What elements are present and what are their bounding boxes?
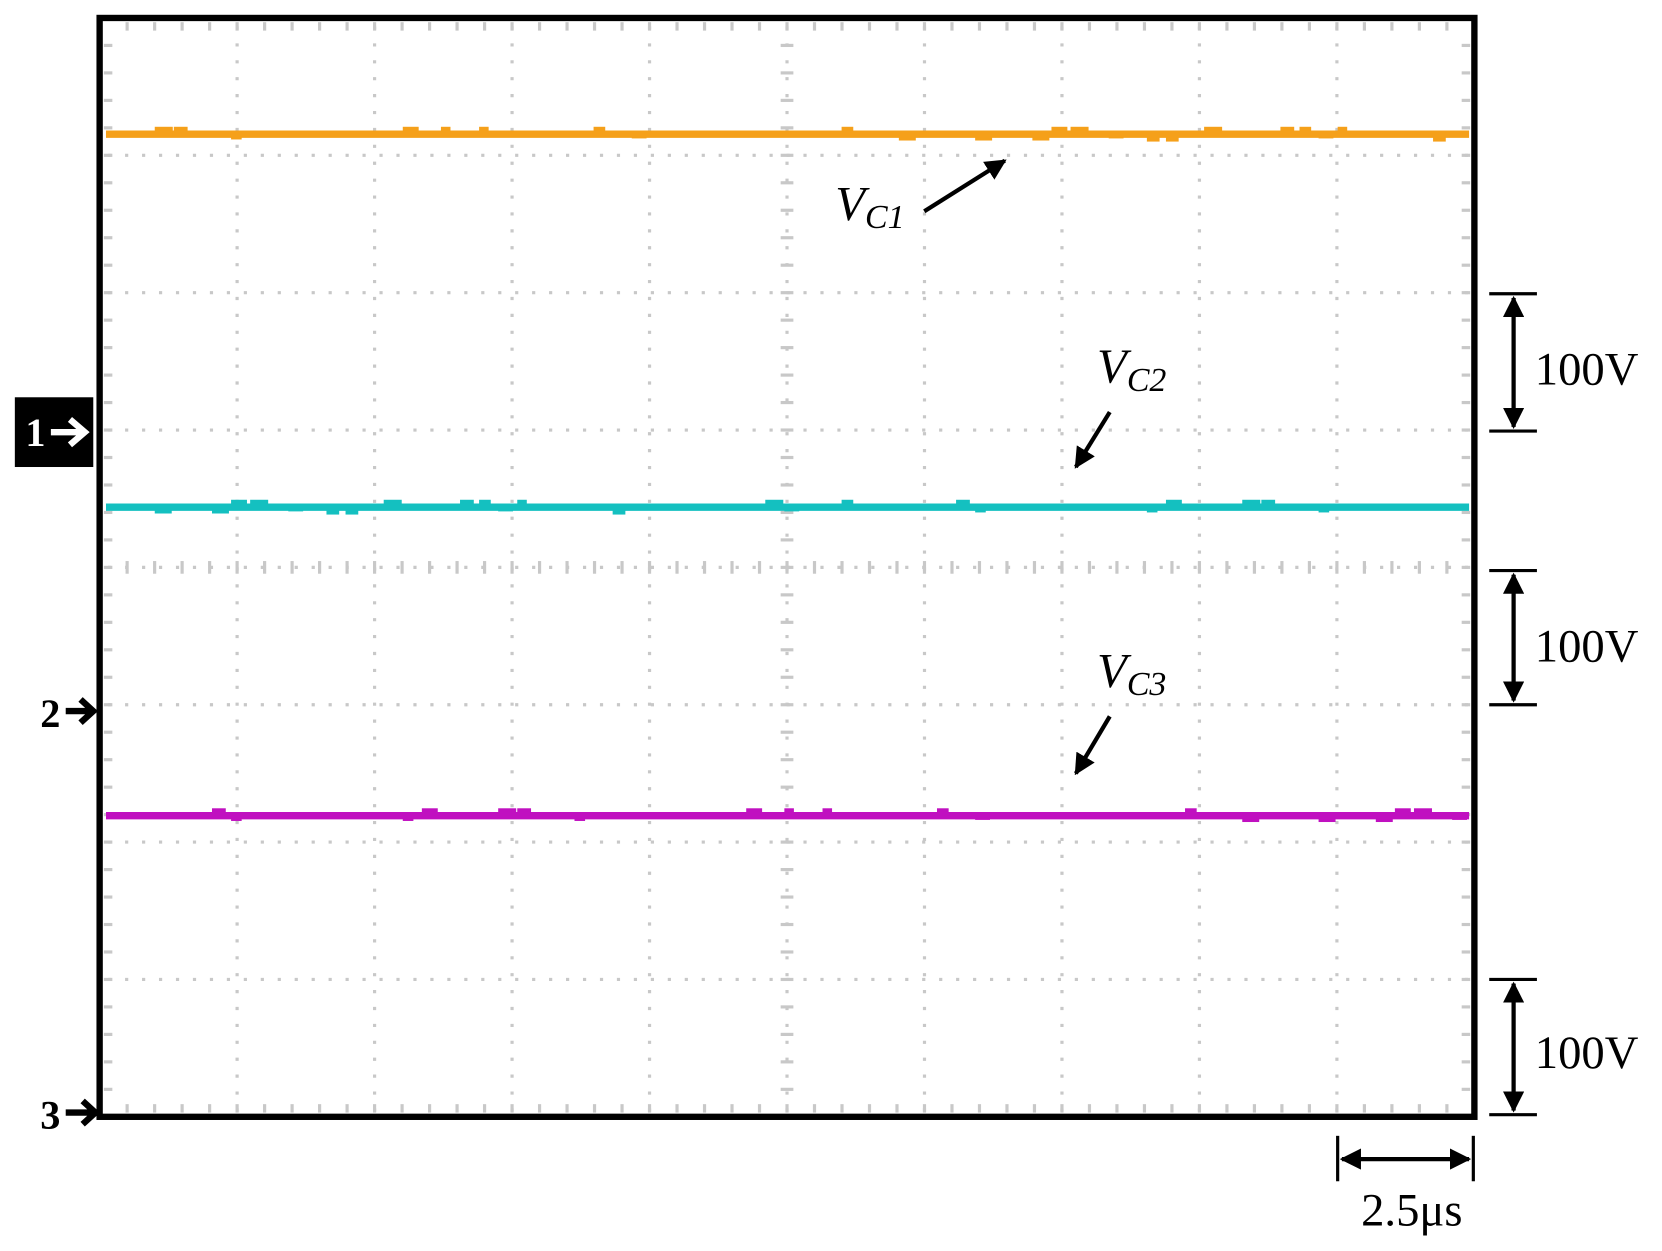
trace-noise xyxy=(479,126,489,134)
channel-marker: 1 xyxy=(25,410,45,455)
trace-noise xyxy=(1185,808,1197,817)
channel-arrow xyxy=(65,1098,101,1127)
trace-noise xyxy=(173,126,188,133)
trace-noise xyxy=(307,505,316,511)
trace-noise xyxy=(1337,126,1348,134)
grid xyxy=(103,22,1471,1113)
trace-noise xyxy=(1452,813,1467,820)
trace-noise xyxy=(498,505,514,512)
trace-noise xyxy=(1375,813,1393,823)
trace-noise xyxy=(593,126,606,136)
trace-noise xyxy=(421,808,438,816)
trace-noise xyxy=(479,499,491,509)
time-scale-label: 2.5μs xyxy=(1361,1186,1462,1237)
trace-noise xyxy=(1318,132,1334,139)
trace-noise xyxy=(841,499,854,509)
trace-noise xyxy=(154,126,173,137)
trace-noise xyxy=(1261,499,1276,506)
trace-noise xyxy=(803,132,812,138)
trace-noise xyxy=(1146,813,1156,819)
scale-label: 100V xyxy=(1535,621,1639,672)
trace-noise xyxy=(1299,126,1312,136)
trace-noise xyxy=(211,505,229,514)
scale-label: 100V xyxy=(1535,1028,1639,1079)
trace-noise xyxy=(1280,126,1295,133)
trace-noise xyxy=(1318,813,1336,823)
vertical-scales: 100V 100V 100V xyxy=(1489,292,1639,1117)
trace-noise xyxy=(1433,132,1446,142)
trace-noise xyxy=(154,505,172,514)
channel-arrow xyxy=(50,417,90,448)
trace-label: VC2 xyxy=(1097,340,1166,399)
screen-frame xyxy=(96,14,1478,1120)
scale-label: 100V xyxy=(1535,345,1639,396)
trace-noise xyxy=(1394,808,1411,816)
trace-noise xyxy=(250,499,269,510)
trace-noise xyxy=(746,808,763,816)
trace-noise xyxy=(1318,505,1330,513)
trace-noise xyxy=(1165,499,1182,508)
trace-noise xyxy=(841,126,854,136)
pointer-arrow xyxy=(1074,410,1112,469)
channel-marker: 2 xyxy=(40,691,60,736)
trace-noise xyxy=(975,505,986,513)
trace-noise xyxy=(498,808,517,818)
trace-noise xyxy=(383,499,402,510)
trace-noise xyxy=(402,813,414,821)
trace-noise xyxy=(517,499,527,507)
trace-noise xyxy=(460,499,474,506)
trace-noise xyxy=(975,132,993,141)
trace-noise xyxy=(727,132,736,138)
trace-noise xyxy=(765,499,784,510)
trace-noise xyxy=(1146,505,1158,513)
trace-noise xyxy=(326,505,340,515)
trace-noise xyxy=(1204,126,1223,137)
trace-noise xyxy=(1070,126,1089,137)
trace-noise xyxy=(517,808,532,814)
trace-noise xyxy=(231,132,242,140)
trace-noise xyxy=(1242,813,1260,823)
trace-noise xyxy=(231,813,242,821)
trace-noise xyxy=(1127,132,1137,138)
trace-noise xyxy=(402,126,419,135)
channel-marker: 3 xyxy=(40,1092,60,1137)
trace-noise xyxy=(936,808,949,817)
trace-noise xyxy=(631,132,647,139)
trace-noise xyxy=(345,505,359,515)
pointer-arrow xyxy=(923,158,1007,214)
trace-noise xyxy=(1165,132,1179,142)
trace-noise xyxy=(231,499,247,508)
trace-noise xyxy=(1032,132,1050,141)
pointer-arrow xyxy=(1074,715,1112,776)
trace-noise xyxy=(211,808,226,814)
trace-noise xyxy=(822,808,833,815)
trace-label: VC1 xyxy=(835,177,904,236)
trace-noise xyxy=(956,499,970,506)
trace-noise xyxy=(784,505,800,512)
trace-noise xyxy=(1413,808,1432,818)
trace-noise xyxy=(1242,499,1261,510)
trace-noise xyxy=(1070,813,1080,819)
trace-noise xyxy=(975,813,990,820)
trace-noise xyxy=(1146,132,1160,142)
trace-noise xyxy=(440,126,451,134)
trace-noise xyxy=(1051,126,1068,135)
trace-noise xyxy=(1108,132,1124,139)
traces xyxy=(105,126,1470,823)
channel-arrow xyxy=(65,697,98,726)
trace-noise xyxy=(669,505,679,511)
trace-noise xyxy=(612,505,626,515)
trace-label: VC3 xyxy=(1097,644,1166,703)
trace-noise xyxy=(784,808,794,815)
trace-noise xyxy=(574,813,586,821)
trace-noise xyxy=(288,505,304,512)
trace-noise xyxy=(898,132,916,141)
